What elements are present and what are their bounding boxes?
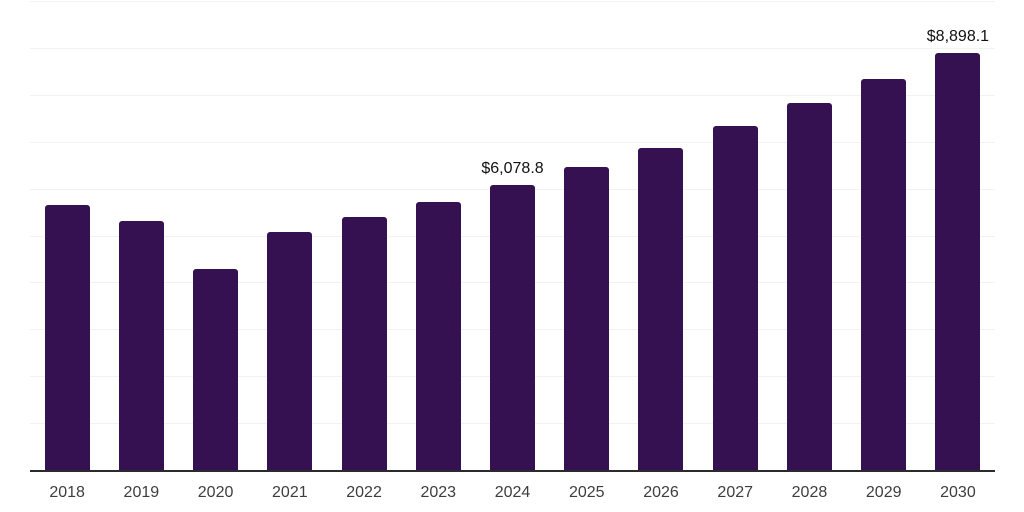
bar-slot [550, 1, 624, 470]
gridline [30, 47, 995, 49]
bar-slot: $8,898.1 [921, 1, 995, 470]
x-tick-label-2019: 2019 [123, 484, 160, 501]
bar-2026[interactable] [638, 147, 684, 470]
bar-2022[interactable] [341, 216, 387, 470]
x-axis-line [30, 470, 995, 472]
gridline [30, 141, 995, 143]
x-tick-label-2028: 2028 [791, 484, 828, 501]
plot-area: $6,078.8 $8,898.1 [30, 1, 995, 472]
gridline [30, 94, 995, 96]
x-tick-label-2029: 2029 [865, 484, 902, 501]
x-tick-label-2023: 2023 [420, 484, 457, 501]
bar-slot: $6,078.8 [475, 1, 549, 470]
x-tick-label-2025: 2025 [568, 484, 605, 501]
bar-2020[interactable] [193, 269, 239, 470]
bar-slot [104, 1, 178, 470]
bar-2028[interactable] [786, 102, 832, 470]
bar-2024[interactable] [490, 184, 536, 470]
bar-slot [847, 1, 921, 470]
bar-2019[interactable] [118, 220, 164, 470]
bar-slot [30, 1, 104, 470]
x-tick-label-2024: 2024 [494, 484, 531, 501]
x-tick-label-2021: 2021 [272, 484, 308, 501]
bar-2030[interactable] [935, 52, 981, 470]
bar-2018[interactable] [44, 204, 90, 470]
x-tick-label-2026: 2026 [643, 484, 679, 501]
x-tick-label-2018: 2018 [49, 484, 85, 501]
bar-series: $6,078.8 $8,898.1 [30, 1, 995, 470]
bar-slot [624, 1, 698, 470]
bar-2023[interactable] [415, 201, 461, 470]
bar-slot [772, 1, 846, 470]
bar-slot [327, 1, 401, 470]
gridline [30, 1, 995, 2]
x-tick-label-2022: 2022 [346, 484, 382, 501]
bar-2025[interactable] [564, 166, 610, 470]
x-tick-label-2020: 2020 [197, 484, 234, 501]
bar-value-label: $6,078.8 [481, 159, 544, 177]
bar-slot [253, 1, 327, 470]
bar-slot [698, 1, 772, 470]
bar-value-label: $8,898.1 [926, 27, 990, 45]
bar-2021[interactable] [267, 231, 313, 470]
x-tick-label-2030: 2030 [940, 484, 976, 501]
x-tick-label-2027: 2027 [717, 484, 754, 501]
bar-slot [401, 1, 475, 470]
bar-2029[interactable] [861, 78, 907, 470]
bar-slot [178, 1, 252, 470]
x-axis-labels: 2018 2019 2020 2021 2022 2023 2024 2025 2026 2027… [30, 483, 995, 502]
bar-2027[interactable] [712, 125, 758, 470]
